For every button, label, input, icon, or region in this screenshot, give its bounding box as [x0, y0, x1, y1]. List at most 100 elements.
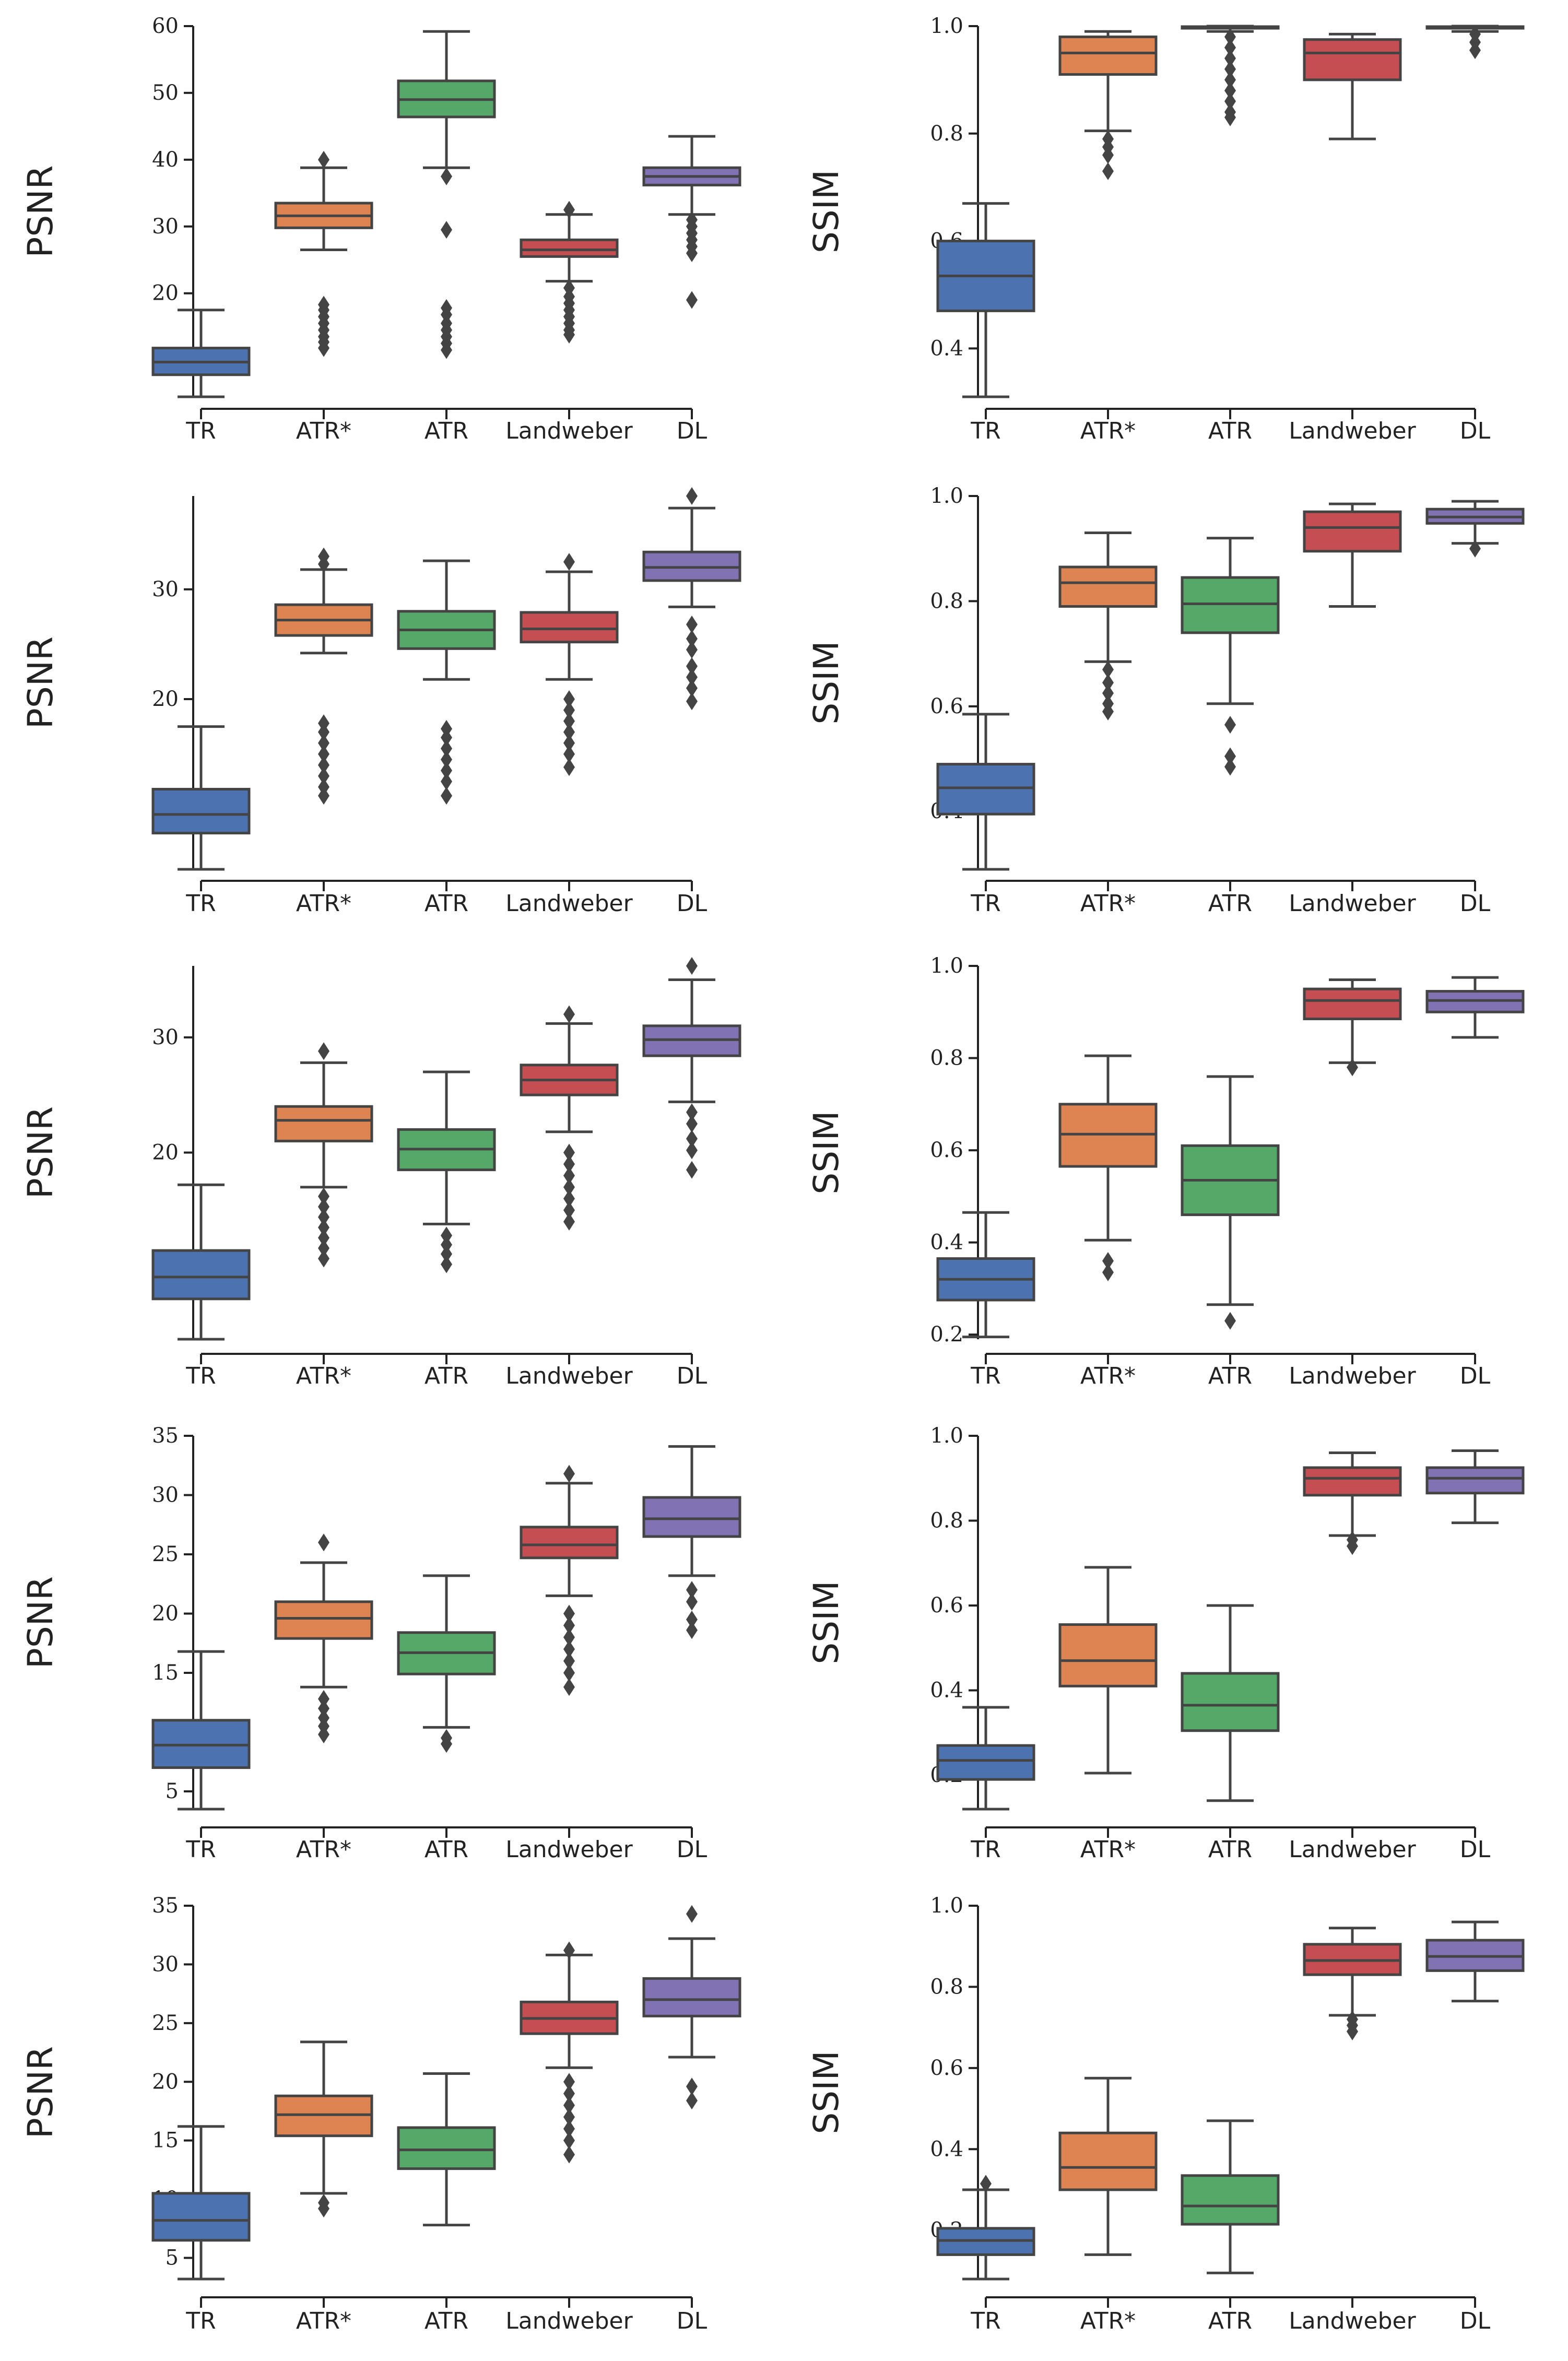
- box-iqr: [520, 1526, 619, 1560]
- box-iqr: [1303, 510, 1402, 553]
- outlier-point: [686, 1905, 698, 1923]
- outlier-point: [1102, 162, 1114, 180]
- box-atr: [1181, 2119, 1280, 2274]
- box-dl: [1425, 1449, 1525, 1525]
- outlier-point: [318, 2200, 329, 2218]
- box-landweber: [1303, 32, 1402, 140]
- x-tick-label: TR: [970, 418, 1000, 444]
- box-dl: [642, 135, 741, 309]
- outlier-point: [1102, 702, 1114, 721]
- box-iqr: [1303, 987, 1402, 1021]
- outlier-point: [1347, 1537, 1358, 1555]
- x-tick-label: DL: [1460, 1363, 1491, 1389]
- y-tick-label: 60: [152, 14, 179, 38]
- outlier-point: [1224, 70, 1236, 89]
- box-atr: [1181, 25, 1280, 126]
- outlier-point: [1347, 1058, 1358, 1077]
- outlier-point: [686, 1621, 698, 1639]
- y-tick-label: 20: [152, 281, 179, 305]
- y-axis-label: PSNR: [20, 2046, 61, 2139]
- outlier-point: [1102, 674, 1114, 692]
- outlier-point: [441, 221, 452, 239]
- box-landweber: [520, 1941, 619, 2164]
- outlier-point: [318, 339, 329, 357]
- y-axis-label: PSNR: [20, 166, 61, 258]
- y-tick-label: 30: [152, 1483, 179, 1507]
- y-tick-label: 0.6: [930, 2056, 963, 2080]
- outlier-point: [318, 1198, 329, 1216]
- box-iqr: [1181, 2174, 1280, 2226]
- x-tick-label: ATR: [1208, 1836, 1252, 1863]
- outlier-point: [563, 1201, 575, 1219]
- box-dl: [1425, 1920, 1525, 2003]
- y-tick-label: 1.0: [930, 484, 963, 508]
- outlier-point: [686, 487, 698, 505]
- x-tick-label: Landweber: [505, 1836, 633, 1863]
- y-tick-label: 35: [152, 1894, 179, 1918]
- outlier-point: [318, 745, 329, 763]
- outlier-point: [686, 679, 698, 698]
- box-atr: [397, 2072, 496, 2227]
- x-tick-label: ATR: [425, 1836, 468, 1863]
- y-axis-label: PSNR: [20, 1106, 61, 1199]
- outlier-point: [1224, 758, 1236, 776]
- outlier-point: [441, 167, 452, 185]
- x-tick-label: TR: [185, 890, 216, 917]
- outlier-point: [1102, 146, 1114, 164]
- y-tick-label: 0.2: [930, 1323, 963, 1347]
- y-tick-label: 1.0: [930, 954, 963, 978]
- box-tr: [936, 1211, 1035, 1339]
- y-axis-label: SSIM: [806, 1111, 846, 1194]
- outlier-point: [1224, 39, 1236, 57]
- outlier-point: [1224, 747, 1236, 765]
- box-iqr: [1181, 576, 1280, 634]
- outlier-point: [318, 1229, 329, 1247]
- outlier-point: [563, 1143, 575, 1162]
- outlier-point: [318, 1042, 329, 1060]
- box-iqr: [1181, 1672, 1280, 1732]
- box-dl: [1425, 500, 1525, 558]
- outlier-point: [686, 641, 698, 659]
- x-tick-label: ATR*: [296, 418, 351, 444]
- y-tick-label: 0.8: [930, 1046, 963, 1070]
- y-tick-label: 0.8: [930, 1509, 963, 1533]
- outlier-point: [563, 1212, 575, 1231]
- outlier-point: [563, 326, 575, 344]
- y-axis-label: SSIM: [806, 641, 846, 724]
- outlier-point: [441, 1735, 452, 1753]
- box-iqr: [151, 787, 251, 835]
- x-tick-label: Landweber: [1289, 418, 1416, 444]
- outlier-point: [441, 1226, 452, 1245]
- box-atr: [397, 559, 496, 805]
- x-tick-label: ATR: [1208, 890, 1252, 917]
- box-landweber: [1303, 502, 1402, 608]
- x-tick-label: ATR*: [296, 1836, 351, 1863]
- x-tick-label: Landweber: [505, 418, 633, 444]
- x-tick-label: Landweber: [1289, 890, 1416, 917]
- outlier-point: [563, 1155, 575, 1173]
- x-tick-label: TR: [970, 1363, 1000, 1389]
- outlier-point: [563, 1941, 575, 1959]
- y-tick-label: 0.6: [930, 1138, 963, 1162]
- x-tick-label: Landweber: [505, 1363, 633, 1389]
- x-tick-label: TR: [185, 2308, 216, 2334]
- y-tick-label: 25: [152, 2011, 179, 2035]
- outlier-point: [318, 1690, 329, 1708]
- y-tick-label: 30: [152, 1952, 179, 1976]
- box-tr: [936, 713, 1035, 871]
- outlier-point: [563, 701, 575, 719]
- box-atr: [274, 2040, 373, 2218]
- box-landweber: [520, 1465, 619, 1696]
- outlier-point: [1347, 2022, 1358, 2040]
- outlier-point: [441, 739, 452, 758]
- box-dl: [642, 487, 741, 711]
- box-tr: [936, 2175, 1035, 2281]
- y-tick-label: 1.0: [930, 1894, 963, 1918]
- x-tick-label: DL: [677, 890, 708, 917]
- x-tick-label: ATR*: [1080, 418, 1136, 444]
- box-atr: [1058, 531, 1158, 721]
- outlier-point: [1102, 1264, 1114, 1282]
